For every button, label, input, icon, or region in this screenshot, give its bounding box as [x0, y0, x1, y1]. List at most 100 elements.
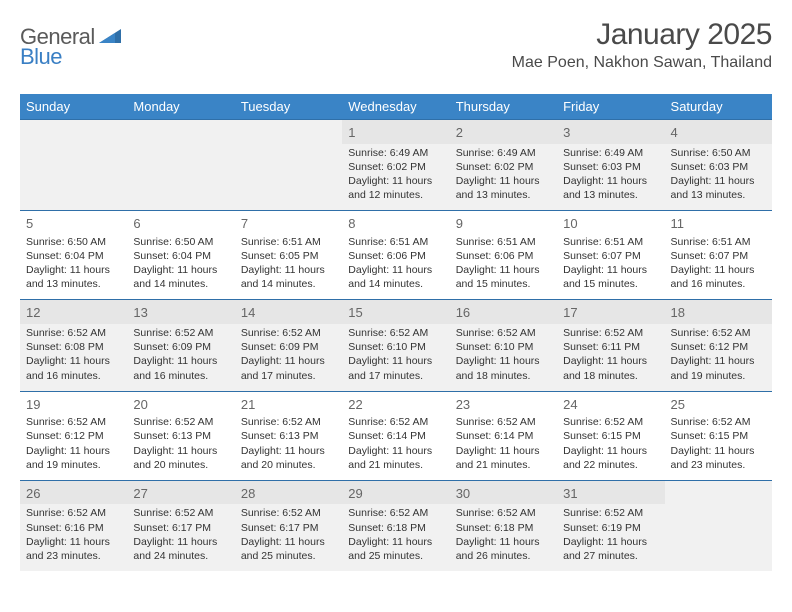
calendar-week-row: 1Sunrise: 6:49 AMSunset: 6:02 PMDaylight…	[20, 120, 772, 211]
day-number: 14	[235, 300, 342, 324]
calendar-day-cell: 1Sunrise: 6:49 AMSunset: 6:02 PMDaylight…	[342, 120, 449, 211]
sunset-text: Sunset: 6:03 PM	[563, 160, 658, 174]
daylight-text: Daylight: 11 hours and 13 minutes.	[26, 263, 121, 291]
location-subtitle: Mae Poen, Nakhon Sawan, Thailand	[512, 54, 772, 72]
sunrise-text: Sunrise: 6:52 AM	[563, 415, 658, 429]
day-number: 21	[241, 396, 336, 414]
sunset-text: Sunset: 6:10 PM	[348, 340, 443, 354]
sunset-text: Sunset: 6:13 PM	[241, 429, 336, 443]
sunrise-text: Sunrise: 6:52 AM	[456, 415, 551, 429]
day-number: 12	[20, 300, 127, 324]
sunrise-text: Sunrise: 6:51 AM	[671, 235, 766, 249]
sunset-text: Sunset: 6:15 PM	[671, 429, 766, 443]
calendar-day-cell: 9Sunrise: 6:51 AMSunset: 6:06 PMDaylight…	[450, 211, 557, 300]
sunrise-text: Sunrise: 6:52 AM	[456, 506, 551, 520]
calendar-day-cell	[235, 120, 342, 211]
calendar-day-cell	[665, 480, 772, 571]
calendar-day-cell: 20Sunrise: 6:52 AMSunset: 6:13 PMDayligh…	[127, 391, 234, 480]
daylight-text: Daylight: 11 hours and 26 minutes.	[456, 535, 551, 563]
weekday-header-cell: Saturday	[665, 94, 772, 120]
sunset-text: Sunset: 6:05 PM	[241, 249, 336, 263]
sunset-text: Sunset: 6:18 PM	[456, 521, 551, 535]
sunset-text: Sunset: 6:15 PM	[563, 429, 658, 443]
daylight-text: Daylight: 11 hours and 17 minutes.	[348, 354, 443, 382]
day-number: 9	[456, 215, 551, 233]
sunrise-text: Sunrise: 6:52 AM	[133, 506, 228, 520]
day-number: 8	[348, 215, 443, 233]
sunrise-text: Sunrise: 6:49 AM	[563, 146, 658, 160]
sunrise-text: Sunrise: 6:52 AM	[671, 415, 766, 429]
weekday-header: SundayMondayTuesdayWednesdayThursdayFrid…	[20, 94, 772, 120]
month-title: January 2025	[512, 18, 772, 52]
calendar-day-cell: 29Sunrise: 6:52 AMSunset: 6:18 PMDayligh…	[342, 480, 449, 571]
calendar-day-cell: 18Sunrise: 6:52 AMSunset: 6:12 PMDayligh…	[665, 300, 772, 391]
day-number: 25	[671, 396, 766, 414]
weekday-header-cell: Wednesday	[342, 94, 449, 120]
calendar-week-row: 5Sunrise: 6:50 AMSunset: 6:04 PMDaylight…	[20, 211, 772, 300]
calendar-day-cell: 22Sunrise: 6:52 AMSunset: 6:14 PMDayligh…	[342, 391, 449, 480]
sunset-text: Sunset: 6:17 PM	[241, 521, 336, 535]
sunrise-text: Sunrise: 6:52 AM	[26, 326, 121, 340]
daylight-text: Daylight: 11 hours and 19 minutes.	[26, 444, 121, 472]
daylight-text: Daylight: 11 hours and 13 minutes.	[671, 174, 766, 202]
calendar-day-cell: 3Sunrise: 6:49 AMSunset: 6:03 PMDaylight…	[557, 120, 664, 211]
sunset-text: Sunset: 6:14 PM	[456, 429, 551, 443]
calendar-day-cell: 26Sunrise: 6:52 AMSunset: 6:16 PMDayligh…	[20, 480, 127, 571]
sunset-text: Sunset: 6:12 PM	[671, 340, 766, 354]
sunset-text: Sunset: 6:08 PM	[26, 340, 121, 354]
day-number: 2	[450, 120, 557, 144]
day-number: 13	[127, 300, 234, 324]
calendar-day-cell: 15Sunrise: 6:52 AMSunset: 6:10 PMDayligh…	[342, 300, 449, 391]
sunrise-text: Sunrise: 6:51 AM	[456, 235, 551, 249]
calendar-day-cell: 30Sunrise: 6:52 AMSunset: 6:18 PMDayligh…	[450, 480, 557, 571]
daylight-text: Daylight: 11 hours and 17 minutes.	[241, 354, 336, 382]
logo-triangle-icon	[99, 27, 121, 48]
daylight-text: Daylight: 11 hours and 13 minutes.	[456, 174, 551, 202]
sunrise-text: Sunrise: 6:52 AM	[26, 506, 121, 520]
daylight-text: Daylight: 11 hours and 25 minutes.	[241, 535, 336, 563]
daylight-text: Daylight: 11 hours and 23 minutes.	[671, 444, 766, 472]
day-number: 20	[133, 396, 228, 414]
calendar-table: SundayMondayTuesdayWednesdayThursdayFrid…	[20, 94, 772, 571]
day-number: 27	[127, 481, 234, 505]
calendar-day-cell: 13Sunrise: 6:52 AMSunset: 6:09 PMDayligh…	[127, 300, 234, 391]
calendar-day-cell: 10Sunrise: 6:51 AMSunset: 6:07 PMDayligh…	[557, 211, 664, 300]
daylight-text: Daylight: 11 hours and 21 minutes.	[348, 444, 443, 472]
calendar-day-cell: 23Sunrise: 6:52 AMSunset: 6:14 PMDayligh…	[450, 391, 557, 480]
sunrise-text: Sunrise: 6:52 AM	[671, 326, 766, 340]
daylight-text: Daylight: 11 hours and 21 minutes.	[456, 444, 551, 472]
daylight-text: Daylight: 11 hours and 23 minutes.	[26, 535, 121, 563]
calendar-day-cell: 19Sunrise: 6:52 AMSunset: 6:12 PMDayligh…	[20, 391, 127, 480]
day-number: 6	[133, 215, 228, 233]
sunset-text: Sunset: 6:02 PM	[456, 160, 551, 174]
sunset-text: Sunset: 6:04 PM	[26, 249, 121, 263]
day-number: 24	[563, 396, 658, 414]
logo-text-blue-wrap: Blue	[20, 44, 62, 70]
sunrise-text: Sunrise: 6:52 AM	[563, 506, 658, 520]
sunset-text: Sunset: 6:09 PM	[133, 340, 228, 354]
calendar-day-cell: 8Sunrise: 6:51 AMSunset: 6:06 PMDaylight…	[342, 211, 449, 300]
sunrise-text: Sunrise: 6:51 AM	[348, 235, 443, 249]
sunrise-text: Sunrise: 6:52 AM	[26, 415, 121, 429]
sunrise-text: Sunrise: 6:50 AM	[26, 235, 121, 249]
weekday-header-cell: Monday	[127, 94, 234, 120]
daylight-text: Daylight: 11 hours and 16 minutes.	[133, 354, 228, 382]
daylight-text: Daylight: 11 hours and 16 minutes.	[671, 263, 766, 291]
sunrise-text: Sunrise: 6:52 AM	[348, 326, 443, 340]
day-number: 7	[241, 215, 336, 233]
sunrise-text: Sunrise: 6:50 AM	[133, 235, 228, 249]
day-number: 31	[557, 481, 664, 505]
daylight-text: Daylight: 11 hours and 22 minutes.	[563, 444, 658, 472]
calendar-week-row: 26Sunrise: 6:52 AMSunset: 6:16 PMDayligh…	[20, 480, 772, 571]
sunset-text: Sunset: 6:14 PM	[348, 429, 443, 443]
sunset-text: Sunset: 6:04 PM	[133, 249, 228, 263]
daylight-text: Daylight: 11 hours and 15 minutes.	[563, 263, 658, 291]
sunrise-text: Sunrise: 6:49 AM	[456, 146, 551, 160]
title-block: January 2025 Mae Poen, Nakhon Sawan, Tha…	[512, 18, 772, 72]
daylight-text: Daylight: 11 hours and 14 minutes.	[241, 263, 336, 291]
calendar-day-cell: 16Sunrise: 6:52 AMSunset: 6:10 PMDayligh…	[450, 300, 557, 391]
calendar-day-cell: 12Sunrise: 6:52 AMSunset: 6:08 PMDayligh…	[20, 300, 127, 391]
daylight-text: Daylight: 11 hours and 25 minutes.	[348, 535, 443, 563]
sunrise-text: Sunrise: 6:50 AM	[671, 146, 766, 160]
day-number: 16	[450, 300, 557, 324]
